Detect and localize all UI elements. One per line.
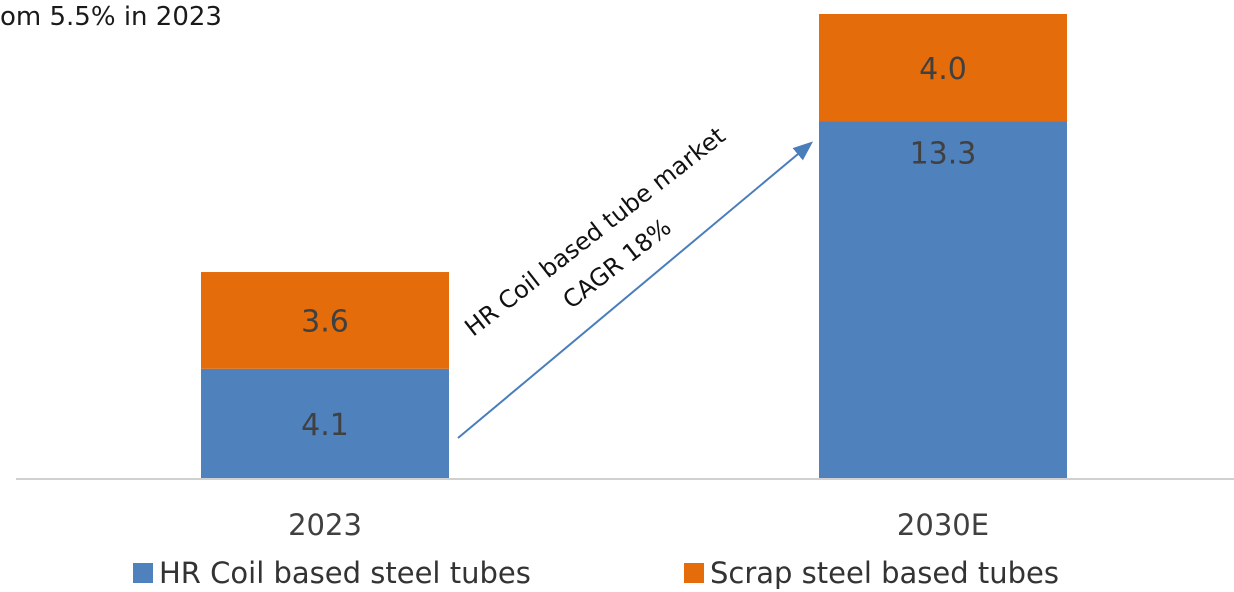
x-tick-label-2023: 2023: [288, 508, 362, 542]
partial-caption: om 5.5% in 2023: [0, 2, 222, 32]
x-tick-label-2030E: 2030E: [897, 508, 989, 542]
growth-arrow: [457, 141, 814, 439]
bar-scrap-2030E: [819, 14, 1067, 122]
data-label-scrap-2023: 3.6: [301, 304, 349, 339]
bar-hr-coil-2030E: [819, 121, 1067, 479]
legend-swatch: [133, 563, 153, 583]
legend-swatch: [684, 563, 704, 583]
legend: HR Coil based steel tubes Scrap steel bas…: [0, 556, 1234, 590]
annotation-line-1: HR Coil based tube market: [459, 121, 730, 341]
legend-item-hr-coil: HR Coil based steel tubes: [133, 556, 531, 590]
data-label-hr-coil-2023: 4.1: [301, 408, 349, 443]
bars-layer: [201, 14, 1067, 479]
data-labels-layer: 4.1 3.6 13.3 4.0: [301, 52, 976, 443]
data-label-hr-coil-2030E: 13.3: [910, 137, 977, 172]
bar-hr-coil-2023: [201, 368, 449, 479]
bar-scrap-2023: [201, 272, 449, 369]
data-label-scrap-2030E: 4.0: [919, 52, 967, 87]
legend-label: HR Coil based steel tubes: [159, 556, 531, 590]
legend-label: Scrap steel based tubes: [710, 556, 1059, 590]
x-axis: 2023 2030E: [16, 478, 1234, 542]
legend-item-scrap: Scrap steel based tubes: [684, 556, 1059, 590]
